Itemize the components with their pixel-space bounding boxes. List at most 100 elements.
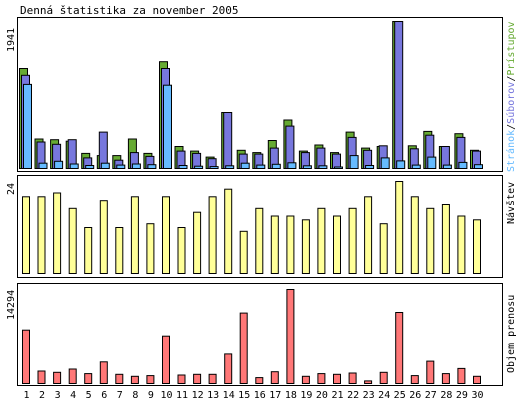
bar-navstev-5 [84, 227, 93, 274]
bar-navstev-15 [239, 230, 248, 275]
x-label-10: 10 [160, 390, 172, 401]
chart-title: Denná štatistika za november 2005 [20, 4, 239, 17]
bar-navstev-6 [99, 200, 108, 274]
x-label-20: 20 [316, 390, 328, 401]
x-label-1: 1 [23, 390, 29, 401]
bar-suborov-18 [285, 125, 295, 169]
bar-stranok-10 [163, 84, 172, 169]
x-label-16: 16 [254, 390, 266, 401]
bar-navstev-16 [255, 207, 264, 274]
x-label-2: 2 [39, 390, 45, 401]
bar-navstev-2 [37, 196, 46, 274]
bar-stranok-12 [194, 165, 204, 169]
bar-stranok-23 [365, 165, 375, 169]
traffic-bars [19, 21, 483, 170]
traffic-legend: Stránok/Súborov/Prístupov [505, 21, 517, 172]
x-label-15: 15 [238, 390, 250, 401]
x-axis-day-labels: 1 2 3 4 5 6 7 8 9 10 11 12 13 14 15 16 17 18 19 20 21 22 23 24 2… [23, 390, 483, 401]
bar-stranok-9 [147, 164, 157, 169]
bar-navstev-14 [224, 188, 233, 274]
bar-objem-5 [84, 373, 93, 385]
bar-suborov-14 [223, 112, 233, 169]
bar-stranok-2 [38, 162, 48, 169]
volume-panel-frame [17, 283, 503, 386]
x-label-21: 21 [331, 390, 343, 401]
bar-objem-7 [115, 373, 124, 384]
bar-stranok-30 [474, 164, 483, 169]
bar-suborov-25 [394, 21, 404, 169]
bar-objem-26 [410, 375, 419, 385]
bar-stranok-24 [380, 157, 390, 169]
bar-objem-6 [99, 361, 108, 384]
bar-objem-18 [286, 289, 295, 384]
bar-navstev-9 [146, 223, 155, 274]
x-label-23: 23 [363, 390, 375, 401]
bar-objem-23 [364, 380, 373, 384]
bar-navstev-18 [286, 215, 295, 274]
bar-navstev-17 [270, 215, 279, 274]
bar-stranok-18 [287, 162, 297, 170]
bar-navstev-25 [395, 181, 404, 274]
x-label-25: 25 [394, 390, 406, 401]
bar-suborov-21 [332, 153, 341, 170]
bar-stranok-21 [334, 166, 343, 169]
traffic-panel: 1941 Stránok/Súborov/Prístupov [6, 17, 517, 172]
bar-navstev-22 [348, 207, 357, 274]
bar-stranok-3 [54, 160, 64, 170]
bar-navstev-11 [177, 227, 186, 274]
bar-objem-25 [395, 312, 404, 384]
traffic-panel-frame [17, 17, 503, 172]
bar-objem-30 [473, 375, 481, 384]
x-label-7: 7 [117, 390, 123, 401]
legend-separator-1: / [506, 124, 517, 130]
x-label-30: 30 [471, 390, 483, 401]
bar-objem-1 [22, 329, 30, 385]
bar-stranok-16 [256, 164, 266, 170]
x-label-4: 4 [70, 390, 76, 401]
x-label-24: 24 [378, 390, 390, 401]
bar-navstev-24 [379, 223, 388, 274]
volume-legend: Objem prenosu [506, 295, 517, 373]
traffic-ymax-label: 1941 [6, 28, 17, 52]
bar-stranok-25 [396, 160, 406, 169]
bar-navstev-4 [68, 207, 77, 274]
legend-suborov: Súborov [505, 82, 517, 124]
bar-objem-3 [53, 371, 62, 384]
bar-stranok-19 [302, 165, 312, 170]
bar-stranok-22 [349, 155, 359, 170]
bar-objem-14 [224, 353, 233, 384]
bar-objem-2 [37, 370, 46, 384]
bar-navstev-30 [473, 219, 481, 275]
bar-objem-19 [301, 375, 310, 384]
bar-navstev-7 [115, 227, 124, 274]
bar-objem-10 [162, 335, 170, 385]
bar-objem-24 [379, 371, 388, 384]
bar-stranok-29 [458, 161, 468, 169]
bar-navstev-19 [301, 219, 310, 275]
visits-legend: Návštev [505, 182, 517, 224]
visits-panel: 24 Návštev [6, 175, 517, 278]
bar-navstev-21 [333, 215, 341, 274]
bar-navstev-8 [130, 196, 139, 274]
bar-objem-8 [130, 375, 139, 384]
x-label-11: 11 [176, 390, 188, 401]
x-label-29: 29 [456, 390, 468, 401]
x-label-26: 26 [409, 390, 421, 401]
x-label-27: 27 [425, 390, 437, 401]
bar-objem-20 [317, 373, 326, 385]
bar-navstev-26 [410, 196, 419, 274]
bar-objem-17 [270, 371, 279, 385]
bar-navstev-12 [193, 211, 202, 274]
bar-objem-27 [426, 360, 435, 385]
visits-bars [22, 181, 481, 275]
bar-objem-12 [193, 373, 202, 384]
bar-stranok-27 [427, 156, 437, 170]
legend-separator-2: / [506, 76, 517, 82]
bar-navstev-1 [22, 196, 30, 274]
bar-stranok-11 [178, 165, 188, 169]
x-label-17: 17 [269, 390, 281, 401]
bar-stranok-8 [131, 163, 141, 169]
volume-bars [22, 289, 481, 385]
bar-stranok-1 [23, 83, 32, 169]
